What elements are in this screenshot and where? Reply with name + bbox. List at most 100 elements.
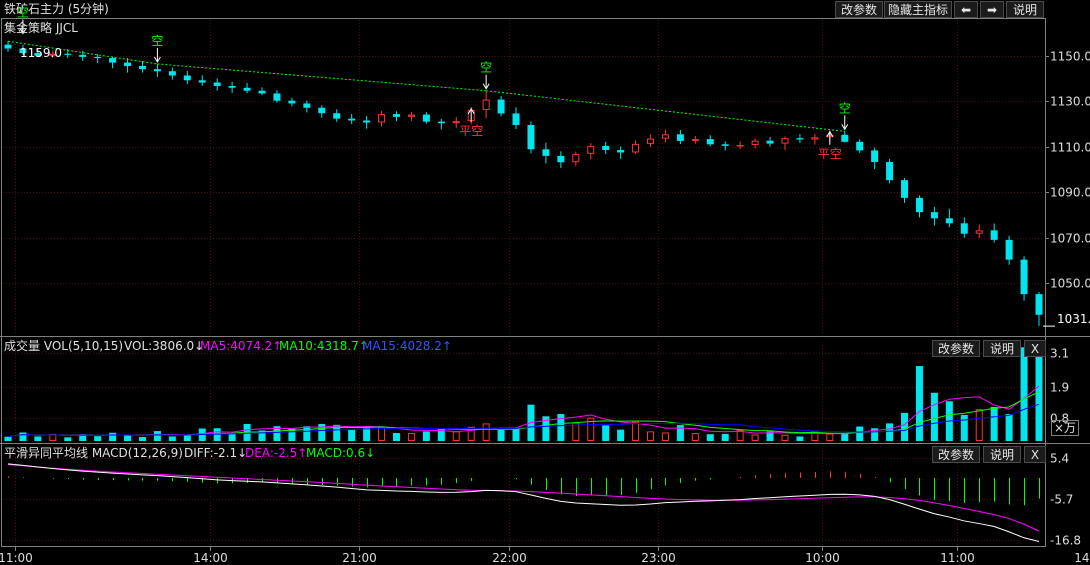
signal-arrow-icon	[826, 130, 834, 138]
candle	[243, 83, 251, 94]
candle-body	[363, 120, 371, 123]
volume-explain-button[interactable]: 说明	[983, 340, 1021, 357]
volume-bar	[258, 430, 266, 441]
candle	[915, 195, 923, 218]
volume-value: VOL:3806.0↓	[124, 339, 205, 353]
candle	[94, 54, 102, 64]
candle	[512, 107, 520, 130]
volume-bar	[886, 423, 894, 441]
signal-label-cover: 平空	[818, 147, 842, 161]
candle-body	[64, 53, 72, 55]
candle-body	[915, 197, 923, 213]
candle-body	[990, 230, 998, 240]
candle	[34, 49, 42, 57]
candle-body	[79, 54, 87, 57]
chart-frame	[1, 18, 1046, 547]
volume-params-button[interactable]: 改参数	[932, 340, 980, 357]
volume-bar	[19, 432, 27, 441]
candle	[348, 113, 356, 125]
signal-arrow-icon	[482, 83, 490, 90]
volume-ma5: MA5:4074.2↑	[200, 339, 283, 353]
volume-bar	[841, 433, 849, 441]
candle-body	[632, 143, 640, 153]
macd-explain-button[interactable]: 说明	[983, 446, 1021, 463]
candle-body	[691, 139, 699, 141]
volume-unit-label: ×万	[1051, 420, 1080, 436]
candle	[1035, 292, 1043, 327]
volume-bar	[930, 392, 938, 441]
candle	[378, 110, 386, 127]
volume-bar	[766, 431, 774, 441]
volume-bar	[1035, 352, 1043, 441]
volume-bar	[542, 416, 550, 441]
candle	[407, 112, 415, 121]
signal-label-short: 空	[17, 6, 29, 20]
candle-body	[602, 145, 610, 150]
volume-close-button[interactable]: X	[1024, 340, 1046, 357]
candle-body	[49, 53, 57, 56]
volume-bar	[422, 431, 430, 441]
candle	[856, 139, 864, 153]
x-tick-label: 11:00	[0, 551, 33, 565]
volume-y-tick-label: 0.8	[1050, 412, 1069, 426]
hide-main-indicator-button[interactable]: 隐藏主指标	[884, 1, 952, 18]
candle	[796, 134, 804, 143]
signal-arrow-icon	[153, 56, 161, 63]
candle-body	[124, 62, 132, 66]
candle-body	[661, 134, 669, 139]
explain-button[interactable]: 说明	[1006, 1, 1044, 18]
x-tick-label: 14:00	[1074, 551, 1090, 565]
candle	[751, 138, 759, 149]
candle-body	[19, 48, 27, 54]
volume-bar	[990, 406, 998, 441]
arrow-right-icon: ➡	[986, 3, 998, 17]
candle	[676, 130, 684, 145]
volume-bar	[647, 431, 655, 442]
price-high-label: 1159.0	[20, 46, 62, 60]
candle-body	[138, 65, 146, 70]
volume-y-tick-label: 3.1	[1050, 347, 1069, 361]
candle-body	[901, 180, 909, 198]
volume-bar	[826, 433, 834, 441]
signal-arrow-icon	[19, 28, 27, 35]
candle	[392, 111, 400, 122]
candle	[572, 151, 580, 166]
volume-bar	[333, 424, 341, 441]
volume-bar	[228, 433, 236, 441]
candle-body	[228, 85, 236, 88]
macd-y-tick-label: -5.7	[1050, 493, 1073, 507]
volume-ma15-line	[7, 403, 1040, 438]
candle	[4, 41, 12, 52]
volume-bar	[4, 436, 12, 441]
macd-params-button[interactable]: 改参数	[932, 446, 980, 463]
volume-bar	[691, 433, 699, 441]
candle	[437, 118, 445, 130]
change-params-button[interactable]: 改参数	[835, 1, 883, 18]
volume-bar	[153, 431, 161, 441]
volume-bar	[960, 414, 968, 441]
candle	[647, 134, 655, 148]
volume-bar	[273, 426, 281, 441]
candle-body	[975, 230, 983, 234]
trend-line	[7, 40, 158, 65]
volume-bar	[856, 426, 864, 441]
candle-body	[960, 223, 968, 234]
volume-bar	[587, 417, 595, 442]
signal-label-short: 空	[480, 61, 492, 75]
candle-body	[497, 99, 505, 114]
candle-body	[736, 144, 744, 147]
macd-close-button[interactable]: X	[1024, 446, 1046, 463]
candle-body	[318, 107, 326, 114]
candle	[183, 70, 191, 85]
candle	[303, 100, 311, 113]
candle-body	[288, 100, 296, 104]
volume-bar	[1005, 414, 1013, 441]
candle-body	[109, 58, 117, 63]
scroll-right-button[interactable]: ➡	[980, 1, 1004, 18]
candle-body	[348, 118, 356, 121]
scroll-left-button[interactable]: ⬅	[954, 1, 978, 18]
candle	[153, 63, 161, 77]
candle-body	[647, 138, 655, 144]
candle	[79, 51, 87, 61]
candle-body	[1020, 259, 1028, 295]
